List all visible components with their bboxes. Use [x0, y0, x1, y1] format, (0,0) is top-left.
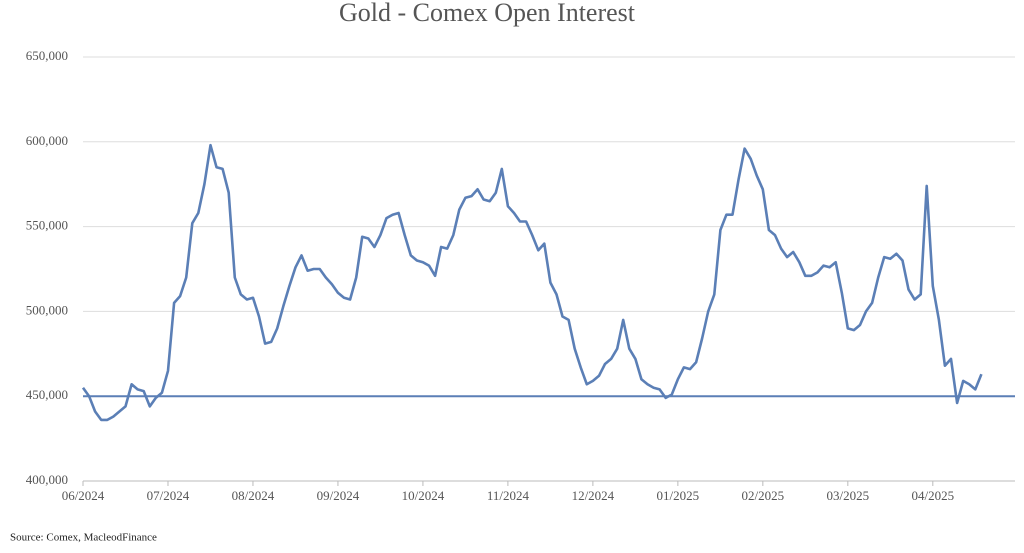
- chart-title: Gold - Comex Open Interest: [339, 0, 636, 27]
- y-tick-label: 400,000: [26, 472, 68, 487]
- x-tick-label: 02/2025: [742, 488, 785, 503]
- x-tick-label: 06/2024: [62, 488, 105, 503]
- x-tick-label: 01/2025: [657, 488, 700, 503]
- data-line: [81, 143, 983, 422]
- x-tick-label: 08/2024: [232, 488, 275, 503]
- x-tick-label: 04/2025: [911, 488, 954, 503]
- y-tick-label: 650,000: [26, 48, 68, 63]
- x-tick-label: 11/2024: [487, 488, 530, 503]
- y-tick-label: 600,000: [26, 133, 68, 148]
- y-tick-label: 500,000: [26, 302, 68, 317]
- y-tick-label: 450,000: [26, 387, 68, 402]
- x-tick-label: 12/2024: [572, 488, 615, 503]
- x-tick-label: 09/2024: [317, 488, 360, 503]
- y-tick-label: 550,000: [26, 218, 68, 233]
- x-tick-label: 10/2024: [402, 488, 445, 503]
- source: Source: Comex, MacleodFinance: [10, 532, 157, 544]
- x-tick-label: 03/2025: [827, 488, 870, 503]
- x-tick-label: 07/2024: [147, 488, 190, 503]
